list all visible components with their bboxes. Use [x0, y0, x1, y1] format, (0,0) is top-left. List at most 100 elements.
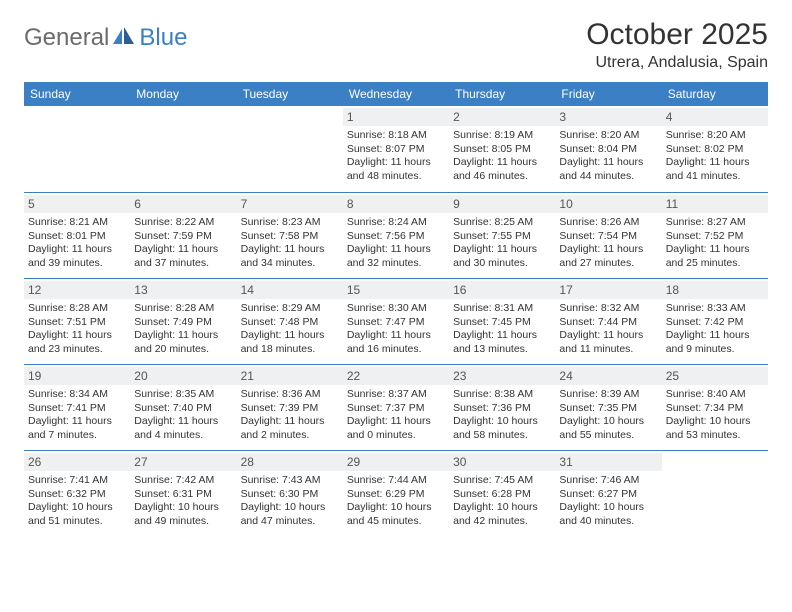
day-cell: 13Sunrise: 8:28 AMSunset: 7:49 PMDayligh…: [130, 278, 236, 364]
day-details: Sunrise: 8:27 AMSunset: 7:52 PMDaylight:…: [666, 216, 764, 271]
sail-icon: [113, 27, 135, 50]
day-number: 3: [555, 108, 661, 126]
header: General Blue October 2025 Utrera, Andalu…: [24, 18, 768, 72]
day-cell: 5 Sunrise: 8:21 AMSunset: 8:01 PMDaylight…: [24, 192, 130, 278]
day-details: Sunrise: 8:31 AMSunset: 7:45 PMDaylight:…: [453, 302, 551, 357]
day-number: 20: [130, 367, 236, 385]
day-details: Sunrise: 8:33 AMSunset: 7:42 PMDaylight:…: [666, 302, 764, 357]
day-number: 1: [343, 108, 449, 126]
day-details: Sunrise: 8:23 AMSunset: 7:58 PMDaylight:…: [241, 216, 339, 271]
day-number: 5: [24, 195, 130, 213]
day-details: Sunrise: 8:34 AMSunset: 7:41 PMDaylight:…: [28, 388, 126, 443]
day-cell: 24 Sunrise: 8:39 AMSunset: 7:35 PMDayligh…: [555, 364, 661, 450]
day-cell: 23 Sunrise: 8:38 AMSunset: 7:36 PMDayligh…: [449, 364, 555, 450]
day-cell: 25 Sunrise: 8:40 AMSunset: 7:34 PMDayligh…: [662, 364, 768, 450]
day-header: Sunday: [24, 82, 130, 106]
day-number: 2: [449, 108, 555, 126]
day-header: Tuesday: [237, 82, 343, 106]
day-details: Sunrise: 8:22 AMSunset: 7:59 PMDaylight:…: [134, 216, 232, 271]
day-cell: 7 Sunrise: 8:23 AMSunset: 7:58 PMDaylight…: [237, 192, 343, 278]
day-number: 15: [343, 281, 449, 299]
day-cell: 29 Sunrise: 7:44 AMSunset: 6:29 PMDayligh…: [343, 450, 449, 536]
day-cell: [130, 106, 236, 192]
day-details: Sunrise: 7:43 AMSunset: 6:30 PMDaylight:…: [241, 474, 339, 529]
day-details: Sunrise: 8:20 AMSunset: 8:02 PMDaylight:…: [666, 129, 764, 184]
day-number: 17: [555, 281, 661, 299]
day-number: 26: [24, 453, 130, 471]
day-details: Sunrise: 8:20 AMSunset: 8:04 PMDaylight:…: [559, 129, 657, 184]
day-number: 12: [24, 281, 130, 299]
day-number: 22: [343, 367, 449, 385]
day-number: 10: [555, 195, 661, 213]
day-cell: 11 Sunrise: 8:27 AMSunset: 7:52 PMDayligh…: [662, 192, 768, 278]
day-number: 25: [662, 367, 768, 385]
day-cell: 9 Sunrise: 8:25 AMSunset: 7:55 PMDaylight…: [449, 192, 555, 278]
day-cell: 17 Sunrise: 8:32 AMSunset: 7:44 PMDayligh…: [555, 278, 661, 364]
week-row: 1 Sunrise: 8:18 AMSunset: 8:07 PMDaylight…: [24, 106, 768, 192]
day-cell: 31Sunrise: 7:46 AMSunset: 6:27 PMDayligh…: [555, 450, 661, 536]
day-cell: [24, 106, 130, 192]
location: Utrera, Andalusia, Spain: [586, 54, 768, 72]
day-number: 13: [130, 281, 236, 299]
day-header: Monday: [130, 82, 236, 106]
week-row: 5 Sunrise: 8:21 AMSunset: 8:01 PMDaylight…: [24, 192, 768, 278]
logo-text-general: General: [24, 24, 109, 52]
day-details: Sunrise: 8:24 AMSunset: 7:56 PMDaylight:…: [347, 216, 445, 271]
day-number: 24: [555, 367, 661, 385]
day-cell: [662, 450, 768, 536]
day-header: Wednesday: [343, 82, 449, 106]
logo-text-blue: Blue: [139, 24, 187, 52]
day-details: Sunrise: 8:18 AMSunset: 8:07 PMDaylight:…: [347, 129, 445, 184]
day-details: Sunrise: 7:42 AMSunset: 6:31 PMDaylight:…: [134, 474, 232, 529]
day-details: Sunrise: 8:35 AMSunset: 7:40 PMDaylight:…: [134, 388, 232, 443]
day-cell: 4 Sunrise: 8:20 AMSunset: 8:02 PMDaylight…: [662, 106, 768, 192]
logo: General Blue: [24, 24, 187, 52]
month-title: October 2025: [586, 18, 768, 52]
week-row: 12 Sunrise: 8:28 AMSunset: 7:51 PMDayligh…: [24, 278, 768, 364]
day-details: Sunrise: 8:37 AMSunset: 7:37 PMDaylight:…: [347, 388, 445, 443]
day-cell: 22 Sunrise: 8:37 AMSunset: 7:37 PMDayligh…: [343, 364, 449, 450]
day-header: Thursday: [449, 82, 555, 106]
day-number: 16: [449, 281, 555, 299]
day-number: 8: [343, 195, 449, 213]
calendar-body: 1 Sunrise: 8:18 AMSunset: 8:07 PMDaylight…: [24, 106, 768, 536]
day-cell: 12 Sunrise: 8:28 AMSunset: 7:51 PMDayligh…: [24, 278, 130, 364]
day-details: Sunrise: 8:39 AMSunset: 7:35 PMDaylight:…: [559, 388, 657, 443]
day-details: Sunrise: 8:26 AMSunset: 7:54 PMDaylight:…: [559, 216, 657, 271]
day-cell: 16 Sunrise: 8:31 AMSunset: 7:45 PMDayligh…: [449, 278, 555, 364]
day-details: Sunrise: 8:28 AMSunset: 7:51 PMDaylight:…: [28, 302, 126, 357]
day-cell: 28 Sunrise: 7:43 AMSunset: 6:30 PMDayligh…: [237, 450, 343, 536]
day-details: Sunrise: 8:32 AMSunset: 7:44 PMDaylight:…: [559, 302, 657, 357]
day-cell: 8 Sunrise: 8:24 AMSunset: 7:56 PMDaylight…: [343, 192, 449, 278]
day-cell: 21Sunrise: 8:36 AMSunset: 7:39 PMDayligh…: [237, 364, 343, 450]
day-number: 28: [237, 453, 343, 471]
day-cell: 14Sunrise: 8:29 AMSunset: 7:48 PMDayligh…: [237, 278, 343, 364]
calendar-table: Sunday Monday Tuesday Wednesday Thursday…: [24, 82, 768, 536]
day-details: Sunrise: 8:25 AMSunset: 7:55 PMDaylight:…: [453, 216, 551, 271]
day-details: Sunrise: 8:21 AMSunset: 8:01 PMDaylight:…: [28, 216, 126, 271]
day-number: 7: [237, 195, 343, 213]
day-cell: 20 Sunrise: 8:35 AMSunset: 7:40 PMDayligh…: [130, 364, 236, 450]
week-row: 26Sunrise: 7:41 AMSunset: 6:32 PMDayligh…: [24, 450, 768, 536]
day-cell: 27 Sunrise: 7:42 AMSunset: 6:31 PMDayligh…: [130, 450, 236, 536]
day-cell: 6 Sunrise: 8:22 AMSunset: 7:59 PMDaylight…: [130, 192, 236, 278]
day-details: Sunrise: 8:19 AMSunset: 8:05 PMDaylight:…: [453, 129, 551, 184]
day-header: Friday: [555, 82, 661, 106]
day-details: Sunrise: 7:44 AMSunset: 6:29 PMDaylight:…: [347, 474, 445, 529]
day-number: 21: [237, 367, 343, 385]
day-number: 27: [130, 453, 236, 471]
calendar-page: General Blue October 2025 Utrera, Andalu…: [0, 0, 792, 554]
day-number: 23: [449, 367, 555, 385]
day-details: Sunrise: 8:40 AMSunset: 7:34 PMDaylight:…: [666, 388, 764, 443]
day-cell: 10 Sunrise: 8:26 AMSunset: 7:54 PMDayligh…: [555, 192, 661, 278]
day-number: 4: [662, 108, 768, 126]
day-cell: 19Sunrise: 8:34 AMSunset: 7:41 PMDayligh…: [24, 364, 130, 450]
day-details: Sunrise: 7:45 AMSunset: 6:28 PMDaylight:…: [453, 474, 551, 529]
day-number: 11: [662, 195, 768, 213]
day-details: Sunrise: 8:38 AMSunset: 7:36 PMDaylight:…: [453, 388, 551, 443]
day-number: 30: [449, 453, 555, 471]
day-number: 6: [130, 195, 236, 213]
day-cell: 18Sunrise: 8:33 AMSunset: 7:42 PMDayligh…: [662, 278, 768, 364]
day-number: 9: [449, 195, 555, 213]
day-number: 29: [343, 453, 449, 471]
